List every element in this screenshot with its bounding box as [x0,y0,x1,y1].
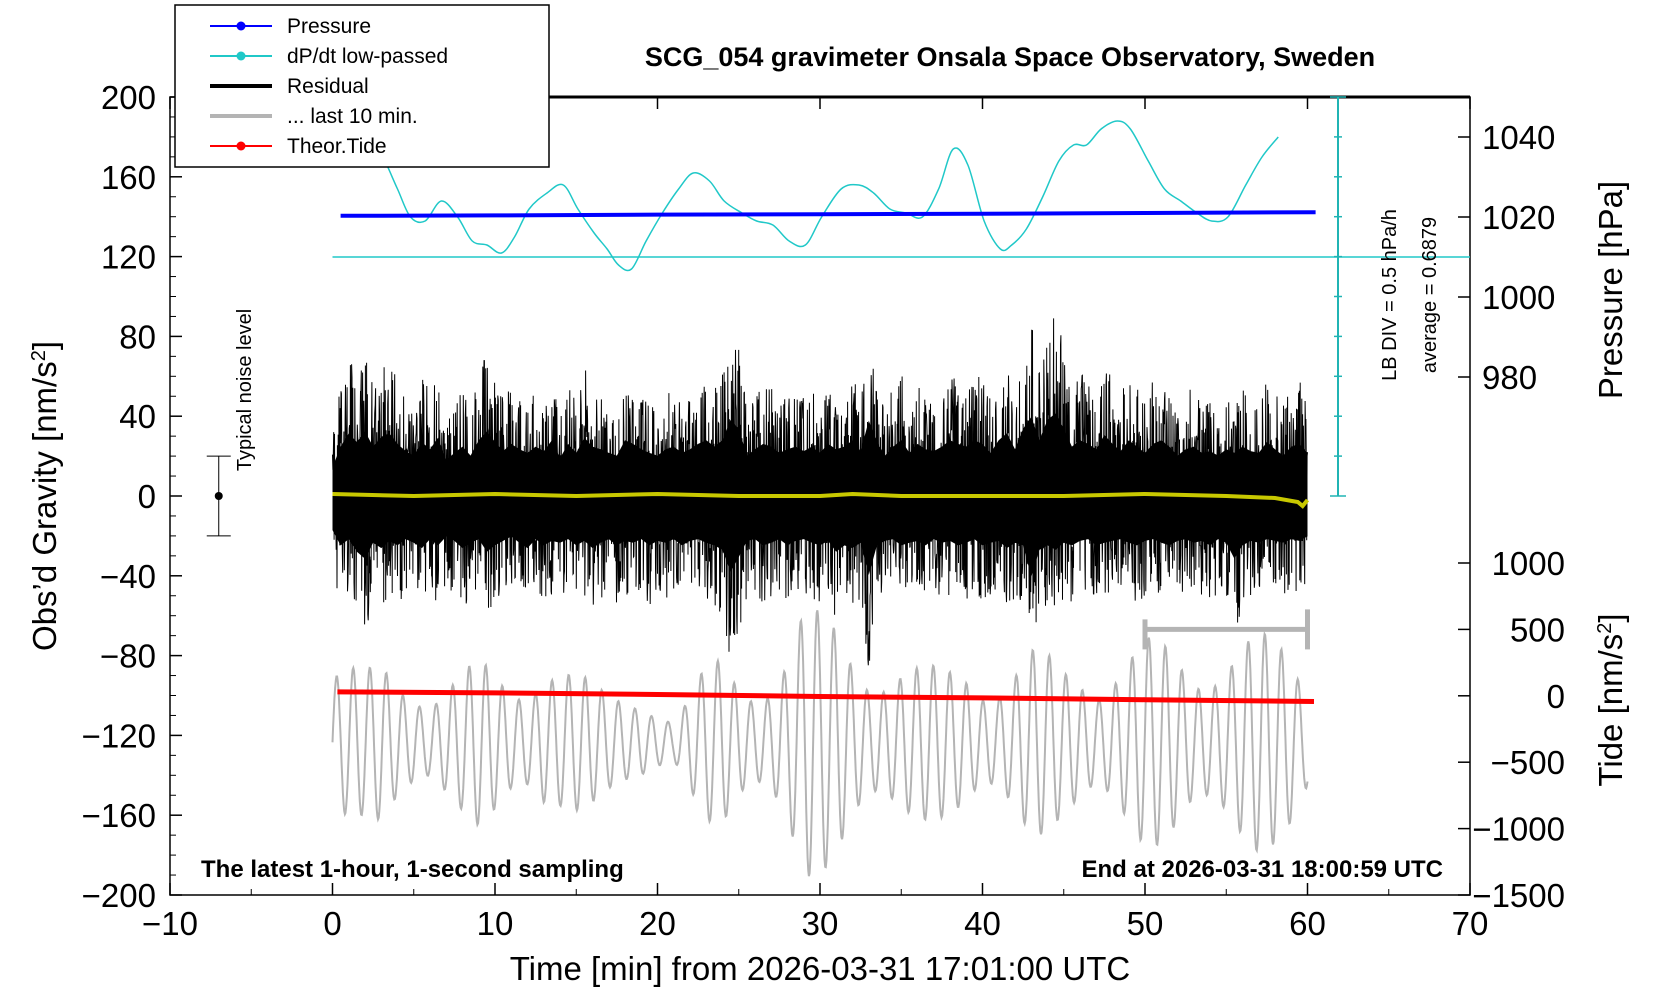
legend-marker [236,141,246,151]
pressure-line [340,210,1316,218]
tide-axis-label-text: Tide [nm/s [1592,634,1629,787]
y-tick-label: 40 [119,398,156,435]
theor-tide-series [337,689,1315,704]
y-tick-label: 160 [101,159,156,196]
x-tick-label: 10 [477,905,514,942]
tide-axis-label-exponent: 2 [1594,623,1616,634]
tide-tick-label: −500 [1491,744,1565,781]
noise-bar-center [214,492,223,500]
dpdt-line [364,120,1279,272]
legend-marker [236,21,246,31]
pressure-tick-label: 980 [1482,359,1537,396]
tide-tick-label: 0 [1547,678,1565,715]
end-time-note: End at 2026-03-31 18:00:59 UTC [1082,856,1444,883]
y-axis-label: Obs’d Gravity [nm/s2] [26,341,63,651]
last-10-min-line [331,610,1309,877]
tide-axis-label-close: ] [1592,613,1629,622]
y-axis-tide: −1500 −1000 −500 0 500 1000 [1458,545,1565,914]
x-tick-label: −10 [142,905,198,942]
y-tick-label: 200 [101,79,156,116]
x-tick-label: 60 [1289,905,1326,942]
y-axis-label-exponent: 2 [28,350,50,361]
sampling-note: The latest 1-hour, 1-second sampling [201,856,624,883]
residual-lowpass-line [332,491,1310,509]
y-tick-label: 120 [101,239,156,276]
residual-series [332,318,1308,666]
y-axis-gravity: −200 −160 −120 −80 −40 0 40 80 120 160 200 [82,79,182,914]
y-axis-label-text: Obs’d Gravity [nm/s [26,361,63,651]
tide-tick-label: 1000 [1492,545,1565,582]
tide-axis-label: Tide [nm/s2] [1592,613,1629,786]
chart-title: SCG_054 gravimeter Onsala Space Observat… [645,42,1375,72]
pressure-tick-label: 1000 [1482,279,1555,316]
pressure-axis-label: Pressure [hPa] [1592,181,1629,399]
legend-label: Pressure [287,15,371,38]
legend-label: Residual [287,75,369,98]
y-axis-pressure: 980 1000 1020 1040 [1458,119,1555,396]
x-axis-label: Time [min] from 2026-03-31 17:01:00 UTC [510,950,1131,987]
legend-label: Theor.Tide [287,135,387,158]
noise-level-bar [206,455,231,537]
legend-marker [236,51,246,61]
y-tick-label: −40 [100,558,156,595]
last-10-min-series [331,610,1309,877]
y-tick-label: −80 [100,638,156,675]
y-tick-label: 80 [119,318,156,355]
legend-label: ... last 10 min. [287,105,418,128]
y-tick-label: −200 [82,877,156,914]
x-tick-label: 30 [802,905,839,942]
legend: Pressure dP/dt low-passed Residual ... last… [174,4,550,168]
x-tick-label: 20 [639,905,676,942]
last-10-min-marker [1142,609,1310,650]
dpdt-series [332,120,1470,272]
x-tick-label: 50 [1127,905,1164,942]
x-tick-label: 0 [323,905,341,942]
x-tick-label: 40 [964,905,1001,942]
y-tick-label: −160 [82,797,156,834]
y-tick-label: 0 [138,478,156,515]
theor-tide-line [337,689,1315,704]
tide-tick-label: −1000 [1472,811,1565,848]
noise-level-label: Typical noise level [234,309,256,471]
x-tick-label: 70 [1452,905,1489,942]
tide-tick-label: 500 [1510,611,1565,648]
pressure-tick-label: 1040 [1482,119,1555,156]
lb-div-label: LB DIV = 0.5 hPa/h [1379,209,1401,381]
tide-tick-label: −1500 [1472,877,1565,914]
dpdt-scale-bar [1330,96,1346,497]
legend-label: dP/dt low-passed [287,45,448,68]
pressure-tick-label: 1020 [1482,199,1555,236]
y-tick-label: −120 [82,717,156,754]
average-label: average = 0.6879 [1419,217,1441,373]
y-axis-label-close: ] [26,341,63,350]
residual-lowpass-series [332,491,1310,509]
pressure-series [340,210,1316,218]
x-axis: −10 0 10 20 30 40 50 60 70 [142,97,1488,942]
